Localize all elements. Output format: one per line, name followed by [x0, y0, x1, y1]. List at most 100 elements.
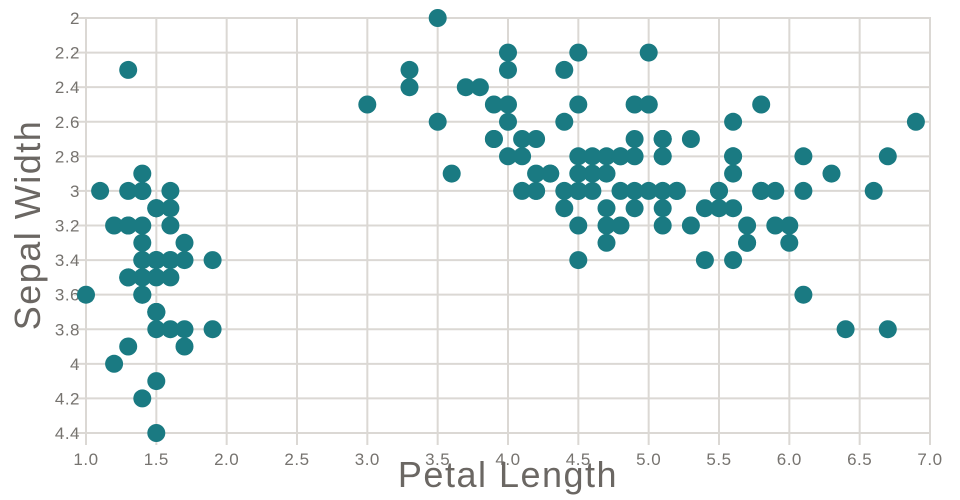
- data-point: [836, 320, 855, 339]
- data-point: [667, 181, 686, 200]
- data-point: [105, 216, 124, 235]
- data-point: [639, 95, 658, 114]
- data-point: [569, 43, 588, 62]
- y-tick-label: 3.2: [55, 217, 80, 236]
- data-point: [639, 43, 658, 62]
- data-point: [499, 112, 517, 131]
- y-tick-label: 3.8: [55, 320, 80, 339]
- data-point: [484, 130, 503, 148]
- data-point: [583, 147, 602, 166]
- data-point: [583, 181, 602, 200]
- data-point: [780, 233, 799, 252]
- data-point: [133, 389, 152, 408]
- x-tick-label: 7.0: [917, 450, 942, 469]
- data-point: [175, 320, 194, 339]
- data-point: [119, 181, 138, 200]
- tick-label-layer: 1.0 1.5 2.0 2.5 3.0 3.5 4.0 4.5 5.0 5.5 6.0 6.5 7.0 2…: [55, 9, 942, 469]
- x-tick-label: 5.5: [706, 450, 731, 469]
- data-point: [147, 268, 166, 287]
- data-point: [794, 285, 813, 304]
- y-tick-label: 2.2: [55, 44, 80, 63]
- data-point: [766, 216, 785, 235]
- y-tick-label: 3.4: [55, 251, 80, 270]
- data-point: [513, 130, 532, 148]
- data-point: [710, 199, 728, 218]
- data-point: [766, 181, 785, 200]
- data-point: [794, 147, 813, 166]
- data-point: [864, 181, 883, 200]
- data-point: [147, 424, 166, 442]
- tick-mark-layer: [74, 17, 931, 445]
- data-point: [133, 164, 152, 183]
- data-point: [681, 216, 700, 235]
- y-tick-label: 3.6: [55, 286, 80, 305]
- data-point: [77, 285, 95, 304]
- data-point: [527, 181, 546, 200]
- x-tick-label: 6.5: [847, 450, 872, 469]
- data-point: [625, 95, 644, 114]
- data-point: [569, 147, 588, 166]
- data-point: [499, 147, 517, 166]
- data-point: [752, 95, 771, 114]
- x-tick-label: 1.5: [144, 450, 169, 469]
- data-point: [161, 199, 180, 218]
- data-point: [133, 251, 152, 270]
- data-point: [456, 78, 475, 97]
- data-point: [555, 181, 574, 200]
- data-point: [133, 285, 152, 304]
- data-point: [625, 130, 644, 148]
- x-axis-title: Petal Length: [398, 454, 618, 495]
- data-point: [470, 78, 489, 97]
- data-point: [175, 251, 194, 270]
- data-point: [794, 181, 813, 200]
- data-point: [133, 216, 152, 235]
- x-tick-label: 3.0: [355, 450, 380, 469]
- data-point: [555, 60, 574, 79]
- data-point: [878, 147, 897, 166]
- data-point: [724, 199, 743, 218]
- data-point: [555, 199, 574, 218]
- data-point: [611, 147, 630, 166]
- data-point: [147, 199, 166, 218]
- data-point: [878, 320, 897, 339]
- data-point: [133, 268, 152, 287]
- x-tick-label: 4.5: [566, 450, 591, 469]
- x-tick-label: 2.5: [284, 450, 309, 469]
- data-point: [499, 95, 517, 114]
- data-point: [203, 251, 222, 270]
- data-point: [724, 147, 743, 166]
- data-point: [428, 9, 447, 27]
- data-point: [653, 199, 672, 218]
- data-point: [442, 164, 461, 183]
- data-point: [653, 181, 672, 200]
- data-point: [119, 268, 138, 287]
- data-point: [780, 216, 799, 235]
- data-point: [105, 354, 124, 373]
- data-point: [161, 181, 180, 200]
- data-point: [513, 147, 532, 166]
- data-point: [527, 130, 546, 148]
- data-point: [569, 181, 588, 200]
- x-tick-label: 1.0: [73, 450, 98, 469]
- data-point: [724, 164, 743, 183]
- data-point: [133, 181, 152, 200]
- data-point: [710, 181, 728, 200]
- data-point: [597, 216, 616, 235]
- data-point: [203, 320, 222, 339]
- data-point: [906, 112, 925, 131]
- data-point: [653, 147, 672, 166]
- data-point: [400, 78, 419, 97]
- y-tick-label: 2.6: [55, 113, 80, 132]
- data-point: [133, 233, 152, 252]
- x-tick-label: 2.0: [214, 450, 239, 469]
- data-point: [147, 251, 166, 270]
- y-tick-label: 2: [70, 9, 80, 28]
- data-point: [611, 181, 630, 200]
- data-point: [161, 251, 180, 270]
- grid-layer: [85, 17, 931, 434]
- data-point: [147, 303, 166, 321]
- y-tick-label: 4.2: [55, 389, 80, 408]
- data-point: [695, 251, 714, 270]
